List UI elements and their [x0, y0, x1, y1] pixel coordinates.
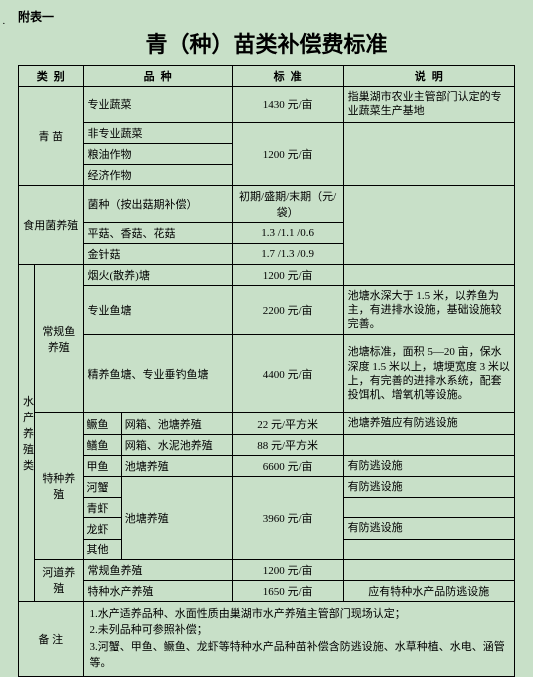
category-aqua: 水产养殖类 — [19, 264, 35, 601]
standard-cell: 1650 元/亩 — [232, 580, 343, 601]
note-line: 3.河蟹、甲鱼、鳜鱼、龙虾等特种水产品种苗补偿含防逃设施、水草种植、水电、涵管等… — [90, 639, 509, 672]
variety-cell: 网箱、池塘养殖 — [121, 413, 232, 434]
standard-cell: 1200 元/亩 — [232, 559, 343, 580]
desc-cell: 池塘养殖应有防逃设施 — [343, 413, 514, 434]
notes-label: 备 注 — [19, 601, 84, 676]
standard-cell: 6600 元/亩 — [232, 455, 343, 476]
variety-cell: 其他 — [83, 539, 121, 559]
desc-cell — [343, 539, 514, 559]
standard-cell: 22 元/平方米 — [232, 413, 343, 434]
variety-cell: 龙虾 — [83, 518, 121, 539]
variety-cell: 精养鱼塘、专业垂钓鱼塘 — [83, 335, 232, 413]
variety-cell: 烟火(散养)塘 — [83, 264, 232, 285]
standard-cell: 1200 元/亩 — [232, 264, 343, 285]
page-title: 青（种）苗类补偿费标准 — [18, 27, 515, 59]
header-variety: 品种 — [83, 66, 232, 87]
desc-cell: 应有特种水产品防逃设施 — [343, 580, 514, 601]
note-line: 1.水产适养品种、水面性质由巢湖市水产养殖主管部门现场认定； — [90, 606, 509, 623]
compensation-table: 类别 品种 标准 说明 青 苗 专业蔬菜 1430 元/亩 指巢湖市农业主管部门… — [18, 65, 515, 677]
variety-cell: 青虾 — [83, 498, 121, 518]
standard-cell: 1200 元/亩 — [232, 122, 343, 185]
variety-cell: 粮油作物 — [83, 143, 232, 164]
desc-cell: 有防逃设施 — [343, 518, 514, 539]
desc-cell: 池塘标准，面积 5—20 亩，保水深度 1.5 米以上，塘埂宽度 3 米以上，有… — [343, 335, 514, 413]
variety-cell: 鳝鱼 — [83, 434, 121, 455]
subcategory-regular-fish: 常规鱼养殖 — [35, 264, 83, 413]
variety-cell: 经济作物 — [83, 164, 232, 185]
category-mushroom: 食用菌养殖 — [19, 185, 84, 264]
variety-cell: 鳜鱼 — [83, 413, 121, 434]
variety-cell: 河蟹 — [83, 477, 121, 498]
mark: · — [2, 18, 6, 30]
standard-cell: 4400 元/亩 — [232, 335, 343, 413]
header-category: 类别 — [19, 66, 84, 87]
desc-cell — [343, 185, 514, 264]
variety-cell: 特种水产养殖 — [83, 580, 232, 601]
variety-cell: 专业鱼塘 — [83, 285, 232, 335]
desc-cell — [343, 559, 514, 580]
standard-cell: 2200 元/亩 — [232, 285, 343, 335]
variety-cell: 平菇、香菇、花菇 — [83, 222, 232, 243]
variety-cell: 金针菇 — [83, 243, 232, 264]
desc-cell: 有防逃设施 — [343, 477, 514, 498]
desc-cell — [343, 264, 514, 285]
header-standard: 标准 — [232, 66, 343, 87]
header-desc: 说明 — [343, 66, 514, 87]
standard-cell: 88 元/平方米 — [232, 434, 343, 455]
variety-cell: 池塘养殖 — [121, 455, 232, 476]
subcategory-river: 河道养殖 — [35, 559, 83, 601]
desc-cell: 指巢湖市农业主管部门认定的专业蔬菜生产基地 — [343, 87, 514, 123]
notes-body: 1.水产适养品种、水面性质由巢湖市水产养殖主管部门现场认定； 2.未列品种可参照… — [83, 601, 515, 676]
variety-cell: 池塘养殖 — [121, 477, 232, 560]
variety-cell: 甲鱼 — [83, 455, 121, 476]
variety-cell: 常规鱼养殖 — [83, 559, 232, 580]
standard-cell: 1.7 /1.3 /0.9 — [232, 243, 343, 264]
variety-cell: 非专业蔬菜 — [83, 122, 232, 143]
variety-cell: 菌种（按出菇期补偿） — [83, 185, 232, 222]
standard-cell: 3960 元/亩 — [232, 477, 343, 560]
desc-cell — [343, 434, 514, 455]
subcategory-special: 特种养殖 — [35, 413, 83, 559]
desc-cell — [343, 498, 514, 518]
variety-cell: 网箱、水泥池养殖 — [121, 434, 232, 455]
standard-cell: 1430 元/亩 — [232, 87, 343, 123]
variety-cell: 专业蔬菜 — [83, 87, 232, 123]
attachment-label: 附表一 — [18, 8, 515, 25]
note-line: 2.未列品种可参照补偿； — [90, 622, 509, 639]
standard-cell: 初期/盛期/末期（元/袋） — [232, 185, 343, 222]
desc-cell: 池塘水深大于 1.5 米，以养鱼为主，有进排水设施，基础设施较完善。 — [343, 285, 514, 335]
category-qingmiao: 青 苗 — [19, 87, 84, 186]
desc-cell — [343, 122, 514, 185]
desc-cell: 有防逃设施 — [343, 455, 514, 476]
standard-cell: 1.3 /1.1 /0.6 — [232, 222, 343, 243]
